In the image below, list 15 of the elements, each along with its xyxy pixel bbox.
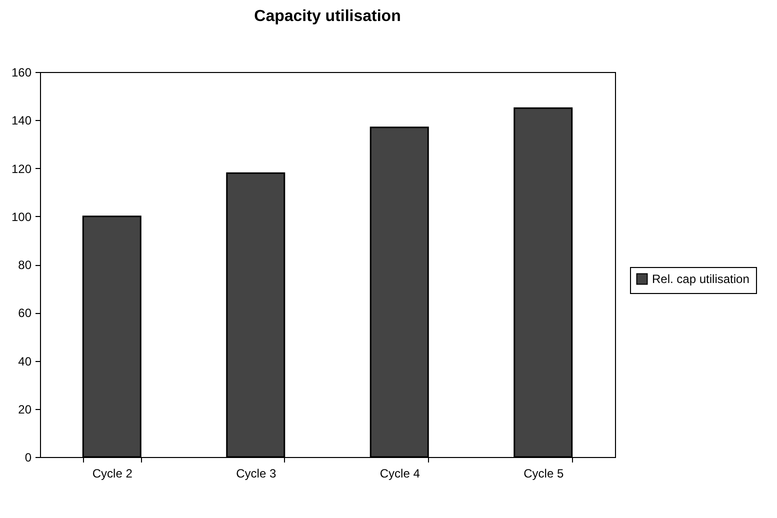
legend-label: Rel. cap utilisation — [652, 272, 750, 286]
y-tick-label: 0 — [24, 450, 32, 464]
x-tick-label: Cycle 3 — [236, 466, 276, 480]
y-tick-label: 60 — [18, 306, 32, 320]
y-tick-label: 140 — [11, 114, 32, 128]
y-tick-label: 80 — [18, 258, 32, 272]
y-tick-label: 160 — [11, 66, 32, 80]
y-tick-label: 120 — [11, 162, 32, 176]
chart-title: Capacity utilisation — [254, 8, 401, 25]
y-tick-label: 20 — [18, 402, 32, 416]
x-tick-label: Cycle 4 — [380, 466, 420, 480]
x-tick-label: Cycle 2 — [92, 466, 133, 480]
x-tick-label: Cycle 5 — [524, 466, 564, 480]
y-tick-label: 40 — [18, 354, 32, 368]
y-tick-label: 100 — [11, 210, 32, 224]
